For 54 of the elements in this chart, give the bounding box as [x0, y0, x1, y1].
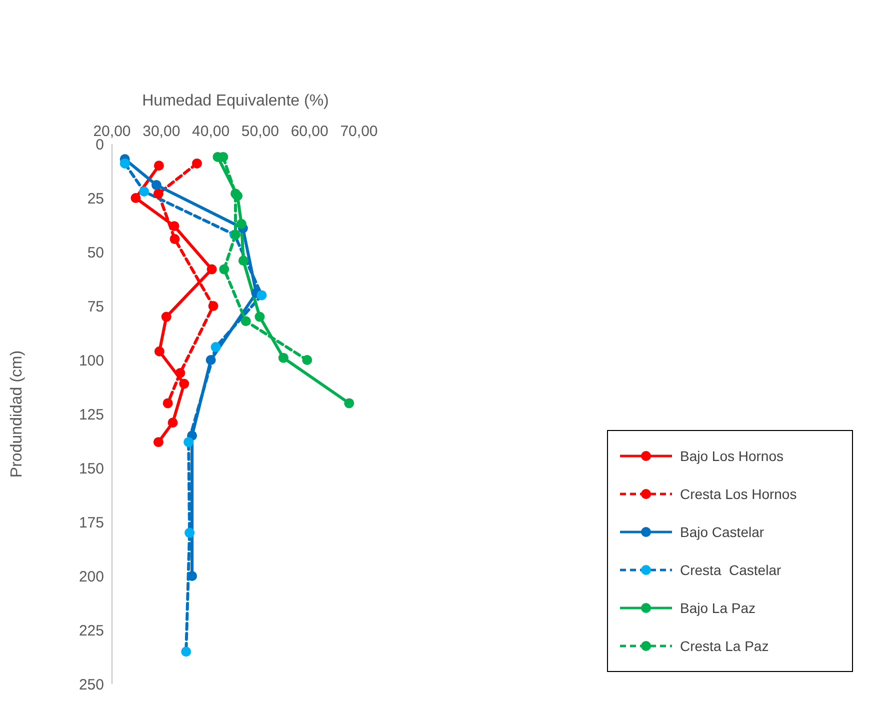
x-tick-label: 70,00	[340, 123, 378, 140]
point	[161, 312, 172, 322]
y-axis-title: Produndidad (cm)	[8, 350, 26, 478]
point	[184, 528, 195, 538]
y-tick-label: 250	[78, 676, 104, 694]
point	[162, 398, 173, 408]
point	[240, 316, 251, 326]
point	[154, 160, 164, 171]
y-tick-label: 175	[78, 514, 104, 532]
point	[179, 378, 190, 389]
legend-label: Cresta La Paz	[680, 638, 769, 654]
point	[256, 290, 267, 300]
x-tick-label: 60,00	[290, 123, 328, 140]
point	[154, 346, 164, 356]
point	[238, 256, 248, 266]
point	[302, 355, 312, 365]
y-tick-label: 100	[78, 352, 104, 370]
y-tick-label: 150	[78, 460, 104, 478]
legend-label: Bajo La Paz	[680, 600, 756, 616]
y-tick-label: 200	[78, 568, 104, 586]
point	[206, 355, 216, 365]
y-tick-label: 225	[78, 622, 104, 640]
point	[278, 352, 288, 363]
x-tick-label: 30,00	[142, 123, 180, 140]
point	[206, 264, 217, 274]
point	[181, 646, 192, 657]
point	[153, 188, 164, 199]
legend-label: Bajo Los Hornos	[680, 448, 784, 464]
x-tick-label: 50,00	[241, 123, 279, 140]
point	[139, 186, 150, 197]
point	[153, 437, 164, 448]
legend-label: Bajo Castelar	[680, 524, 764, 540]
point	[151, 180, 162, 190]
point	[120, 158, 130, 168]
y-tick-label: 75	[87, 298, 104, 316]
x-axis-title: Humedad Equivalente (%)	[142, 92, 329, 110]
point	[130, 193, 141, 203]
point	[175, 368, 186, 378]
point	[210, 342, 221, 352]
point	[208, 301, 218, 311]
x-tick-label: 40,00	[192, 123, 230, 140]
point	[219, 264, 230, 274]
legend-label: Cresta Los Hornos	[680, 486, 797, 502]
y-tick-label: 50	[87, 244, 104, 262]
legend-label: Cresta Castelar	[680, 562, 782, 578]
point	[192, 158, 202, 168]
y-tick-label: 25	[87, 190, 104, 208]
point	[254, 312, 265, 322]
point	[184, 437, 194, 448]
point	[168, 418, 178, 428]
y-tick-label: 125	[78, 406, 104, 424]
point	[236, 218, 246, 229]
point	[170, 234, 180, 244]
point	[344, 398, 354, 408]
